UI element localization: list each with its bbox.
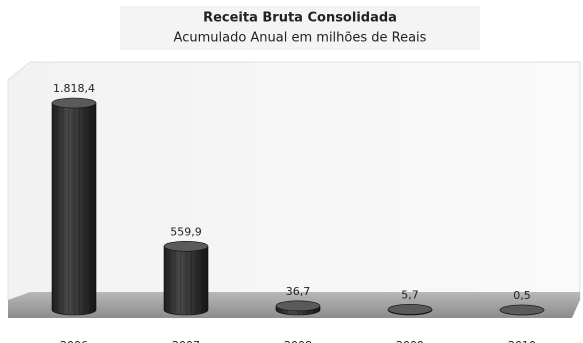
x-tick-label: 2009 [396, 339, 424, 343]
title-box [120, 6, 480, 50]
cylinder-top [163, 240, 209, 252]
chart-subtitle: Acumulado Anual em milhões de Reais [174, 31, 427, 46]
cylinder [275, 300, 321, 316]
cylinder [499, 304, 545, 316]
cylinder-top [51, 97, 97, 109]
x-tick-label: 2007 [172, 339, 200, 343]
cylinder [163, 240, 209, 316]
cylinder [387, 304, 433, 316]
plot: 1.818,4 2006 559,9 2007 36,7 2008 5,7 2009 0,5 20… [51, 82, 545, 343]
value-label: 5,7 [401, 288, 419, 301]
x-tick-label: 2008 [284, 339, 312, 343]
cylinder-body [51, 102, 97, 316]
chart-title: Receita Bruta Consolidada [203, 11, 397, 26]
cylinder-top [499, 304, 545, 316]
cylinder-body [163, 245, 209, 316]
cylinder-top [275, 300, 321, 312]
value-label: 1.818,4 [53, 82, 95, 95]
back-wall [7, 61, 581, 301]
x-tick-label: 2006 [60, 339, 88, 343]
cylinder [51, 97, 97, 316]
value-label: 0,5 [513, 289, 531, 302]
x-tick-label: 2010 [508, 339, 536, 343]
value-label: 559,9 [170, 225, 202, 238]
value-label: 36,7 [286, 285, 311, 298]
cylinder-top [387, 304, 433, 315]
